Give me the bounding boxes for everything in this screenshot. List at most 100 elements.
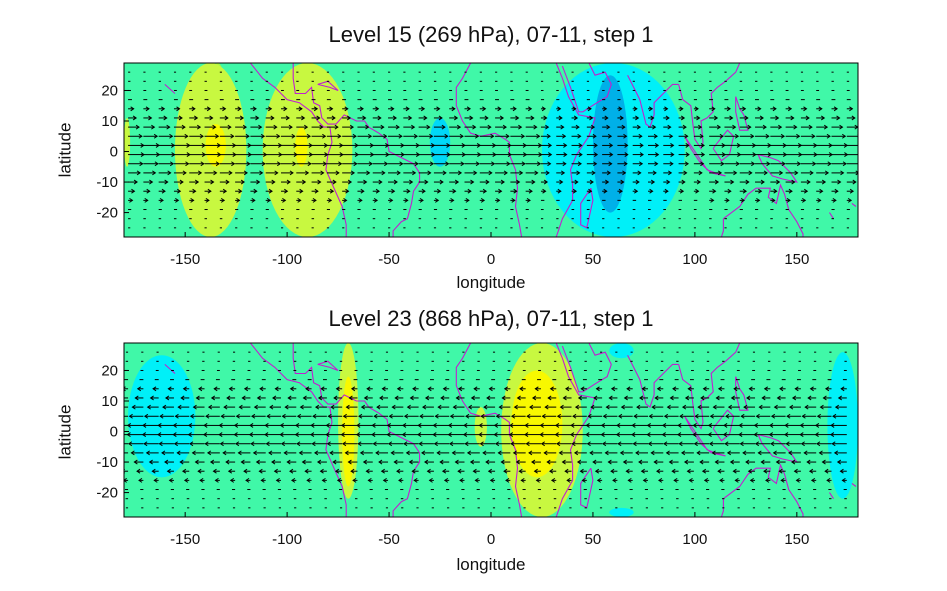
wind-arrow (235, 170, 248, 176)
wind-arrow (602, 413, 618, 419)
wind-arrow (128, 413, 144, 419)
wind-arrow (179, 459, 190, 465)
wind-arrow (615, 432, 633, 437)
wind-arrow (250, 161, 266, 167)
wind-arrow (219, 124, 232, 130)
wind-arrow (785, 170, 799, 176)
wind-arrow (441, 468, 450, 474)
wind-arrow (173, 115, 183, 121)
wind-arrow (829, 432, 847, 437)
wind-arrow (785, 179, 796, 185)
wind-arrow (571, 161, 582, 167)
wind-arrow (617, 188, 623, 194)
wind-arrow (356, 423, 373, 428)
wind-arrow (571, 143, 583, 148)
chart-title-top: Level 15 (269 hPa), 07-11, step 1 (328, 22, 654, 47)
wind-arrow (800, 188, 809, 194)
wind-arrow (678, 124, 687, 130)
wind-arrow (388, 170, 401, 176)
wind-arrow (264, 423, 281, 428)
wind-arrow (371, 423, 389, 428)
wind-arrow (501, 395, 511, 401)
wind-arrow (586, 106, 592, 112)
wind-arrow (526, 413, 541, 419)
wind-arrow (157, 423, 174, 428)
contour-region-4 (342, 376, 355, 487)
wind-arrow (381, 386, 389, 392)
wind-arrow (480, 413, 496, 419)
wind-arrow (816, 188, 824, 194)
wind-arrow (525, 124, 538, 130)
wind-arrow (449, 106, 456, 112)
coastline-18 (164, 363, 176, 374)
wind-arrow (204, 133, 220, 139)
y-tick-label: 10 (101, 393, 118, 410)
wind-arrow (153, 477, 159, 483)
wind-arrow (770, 188, 778, 194)
wind-arrow (641, 386, 648, 392)
wind-arrow (342, 115, 352, 121)
wind-arrow (755, 124, 767, 130)
wind-arrow (380, 468, 389, 474)
coastline-19 (317, 80, 339, 92)
wind-arrow (510, 197, 516, 203)
wind-arrow (158, 106, 166, 112)
wind-arrow (770, 133, 785, 139)
coastline-19 (317, 360, 339, 372)
wind-arrow (124, 406, 129, 408)
wind-arrow (540, 133, 551, 139)
wind-arrow (212, 468, 220, 474)
wind-arrow (357, 188, 365, 194)
wind-arrow (265, 133, 281, 139)
contour-region-6 (124, 117, 131, 167)
wind-arrow (251, 413, 266, 419)
wind-arrow (709, 441, 725, 447)
coastline-9 (678, 63, 741, 150)
wind-arrow (296, 115, 306, 121)
wind-arrow (800, 441, 817, 447)
wind-arrow (189, 106, 196, 112)
wind-arrow (418, 115, 428, 121)
wind-arrow (274, 386, 281, 392)
wind-arrow (362, 459, 373, 465)
wind-arrow (173, 441, 190, 447)
wind-arrow (131, 404, 144, 410)
wind-arrow (772, 450, 786, 456)
wind-arrow (518, 468, 526, 474)
wind-arrow (816, 413, 832, 419)
wind-arrow (141, 432, 159, 437)
wind-arrow (265, 161, 282, 167)
wind-arrow (647, 188, 654, 194)
wind-arrow (434, 413, 450, 419)
wind-arrow (497, 450, 511, 456)
wind-arrow (204, 124, 217, 130)
wind-arrow (816, 441, 832, 447)
wind-arrow (437, 404, 450, 410)
wind-arrow (235, 115, 245, 121)
wind-arrow (602, 152, 614, 157)
wind-arrow (250, 197, 256, 203)
wind-arrow (831, 161, 847, 167)
wind-arrow (799, 423, 817, 428)
wind-arrow (334, 468, 343, 474)
wind-arrow (143, 133, 159, 139)
wind-arrow (701, 468, 710, 474)
wind-arrow (134, 395, 144, 401)
wind-arrow (846, 188, 855, 194)
wind-arrow (654, 395, 664, 401)
wind-arrow (464, 188, 472, 194)
wind-arrow (388, 133, 403, 139)
wind-arrow (206, 450, 220, 456)
wind-arrow (443, 477, 450, 483)
wind-arrow (640, 468, 648, 474)
wind-arrow (204, 115, 214, 121)
wind-arrow (357, 441, 373, 447)
wind-arrow (376, 404, 389, 410)
wind-arrow (372, 115, 382, 121)
wind-arrow (403, 106, 410, 112)
wind-arrow (717, 386, 725, 392)
wind-arrow (702, 386, 710, 392)
wind-arrow (709, 197, 715, 203)
wind-arrow (816, 197, 822, 203)
wind-arrow (478, 423, 496, 428)
